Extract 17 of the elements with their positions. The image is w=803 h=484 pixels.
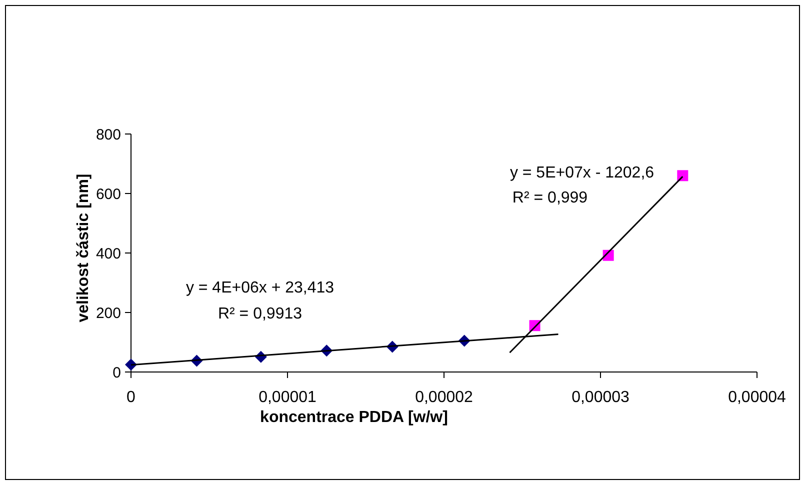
x-tick-label: 0,00004 [728, 389, 786, 406]
x-tick-label: 0,00001 [258, 389, 317, 406]
y-tick-label: 400 [96, 245, 121, 262]
y-axis-title: velikost částic [nm] [75, 174, 92, 322]
y-tick-label: 0 [112, 364, 121, 382]
x-tick-label: 0,00003 [572, 389, 630, 406]
y-tick-label: 200 [96, 304, 121, 322]
annotation: R² = 0,9913 [218, 306, 302, 323]
annotation: R² = 0,999 [512, 190, 588, 207]
x-tick-label: 0,00002 [415, 389, 474, 406]
annotation: y = 4E+06x + 23,413 [186, 280, 334, 297]
point [677, 170, 688, 182]
x-axis-title: koncentrace PDDA [w/w] [260, 409, 448, 426]
y-tick-label: 800 [96, 126, 121, 144]
x-tick-label: 0 [126, 389, 136, 406]
y-tick-label: 600 [96, 186, 121, 203]
annotation: y = 5E+07x - 1202,6 [510, 164, 654, 182]
